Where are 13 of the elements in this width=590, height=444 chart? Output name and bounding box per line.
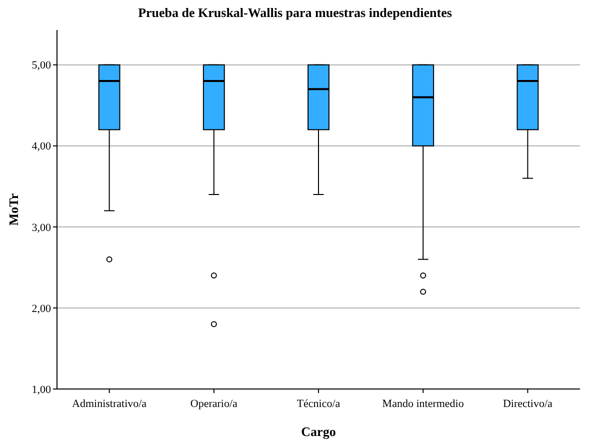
x-tick-label: Administrativo/a xyxy=(72,398,147,410)
y-tick-label: 3,00 xyxy=(32,222,52,234)
y-tick-label: 2,00 xyxy=(32,302,52,315)
y-tick-label: 5,00 xyxy=(32,60,52,72)
x-axis-title: Cargo xyxy=(301,424,336,439)
y-axis-title: MoTr xyxy=(6,193,21,226)
x-tick-label: Directivo/a xyxy=(502,398,553,410)
x-tick-label: Técnico/a xyxy=(296,398,340,410)
x-tick-label: Mando intermedio xyxy=(382,398,464,410)
chart-title: Prueba de Kruskal-Wallis para muestras independientes xyxy=(138,5,452,20)
y-tick-label: 4,00 xyxy=(32,140,52,153)
y-tick-label: 1,00 xyxy=(32,384,52,396)
x-tick-label: Operario/a xyxy=(190,398,238,410)
